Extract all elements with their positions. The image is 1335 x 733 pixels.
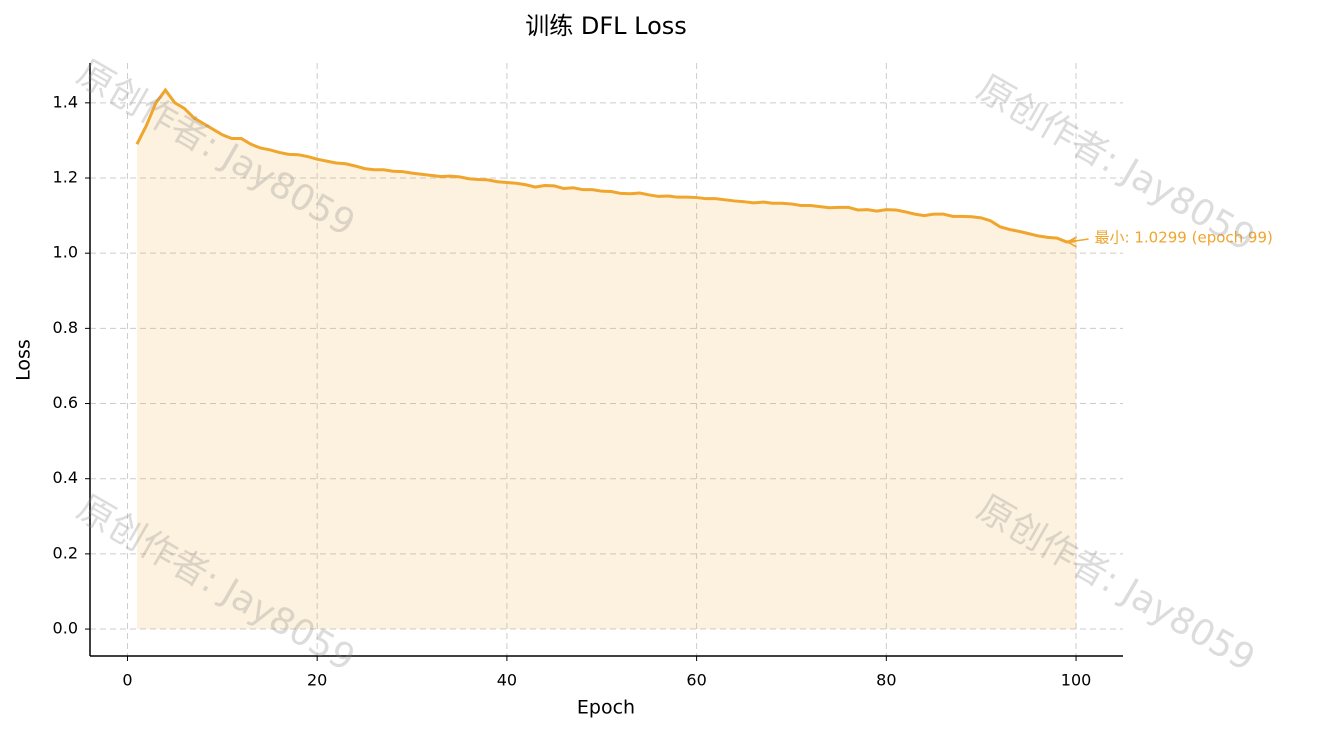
x-tick-label: 0 xyxy=(122,671,132,690)
y-tick-label: 0.6 xyxy=(53,393,78,412)
x-tick-label: 20 xyxy=(307,671,327,690)
x-axis-label: Epoch xyxy=(577,697,635,719)
x-tick-label: 60 xyxy=(686,671,706,690)
chart-title: 训练 DFL Loss xyxy=(525,12,687,40)
y-tick-label: 0.0 xyxy=(53,619,78,638)
x-tick-label: 80 xyxy=(876,671,896,690)
y-tick-label: 0.8 xyxy=(53,318,78,337)
area-fill xyxy=(136,90,1077,630)
y-tick-label: 1.0 xyxy=(53,243,78,262)
y-tick-label: 0.4 xyxy=(53,468,78,487)
arrow-head xyxy=(1067,236,1077,248)
y-axis-label: Loss xyxy=(13,339,35,381)
y-tick-label: 0.2 xyxy=(53,543,78,562)
line xyxy=(135,87,1077,244)
annotation-label: 最小: 1.0299 (epoch 99) xyxy=(1095,228,1273,246)
y-tick-label: 1.4 xyxy=(53,92,78,111)
annotation-arrow xyxy=(1068,238,1089,243)
x-tick-label: 100 xyxy=(1061,671,1092,690)
y-tick-label: 1.2 xyxy=(53,168,78,187)
x-tick-label: 40 xyxy=(497,671,517,690)
